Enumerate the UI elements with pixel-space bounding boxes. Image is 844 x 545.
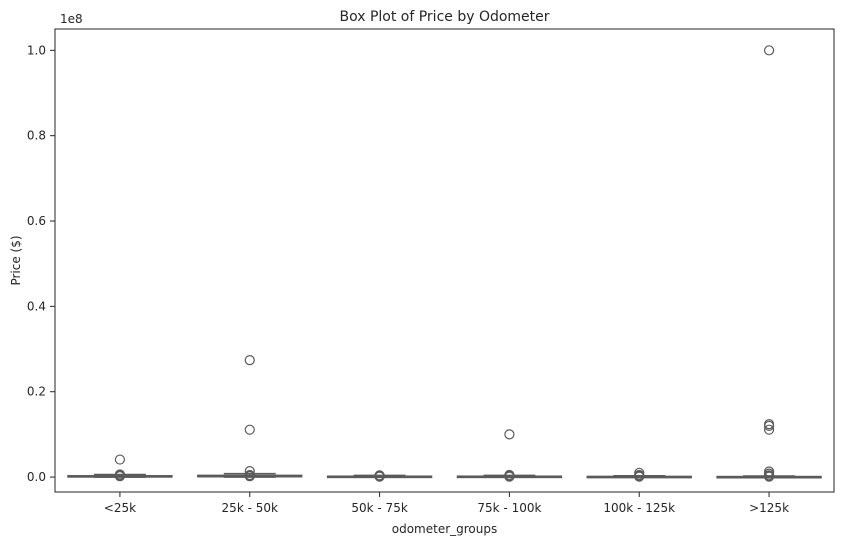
box-group: [326, 470, 433, 482]
y-axis-ticks: 0.0 0.2 0.4 0.6 0.8 1.0: [27, 43, 55, 484]
y-offset-label: 1e8: [60, 12, 83, 26]
y-tick-label: 0.0: [27, 470, 46, 484]
outlier-point: [114, 471, 126, 482]
x-axis-ticks: <25k 25k - 50k 50k - 75k 75k - 100k 100k - 1…: [104, 492, 789, 515]
outlier-point: [763, 45, 775, 56]
outlier-point: [634, 471, 645, 482]
x-tick-label: 25k - 50k: [222, 501, 278, 515]
outlier-point: [244, 355, 255, 366]
outlier-point: [244, 471, 255, 482]
outlier-point: [374, 471, 385, 482]
y-tick-label: 0.2: [27, 385, 46, 399]
box-series: [67, 45, 822, 482]
y-tick-label: 0.4: [27, 299, 46, 313]
x-tick-label: <25k: [104, 501, 136, 515]
y-tick-label: 0.6: [27, 214, 46, 228]
box-group: [456, 429, 563, 482]
box-group: [197, 355, 303, 482]
outlier-point: [244, 424, 255, 435]
box-group: [586, 467, 692, 482]
outlier-point: [244, 465, 255, 477]
y-tick-label: 1.0: [27, 43, 46, 57]
x-tick-label: 100k - 125k: [603, 501, 675, 515]
outlier-point: [504, 429, 515, 440]
y-axis-label: Price ($): [9, 235, 23, 285]
outlier-point: [763, 471, 775, 482]
outlier-point: [504, 471, 515, 482]
x-axis-label: odometer_groups: [392, 522, 498, 536]
outlier-point: [763, 424, 775, 435]
y-tick-label: 0.8: [27, 129, 46, 143]
x-tick-label: 50k - 75k: [351, 501, 407, 515]
chart-title: Box Plot of Price by Odometer: [339, 9, 549, 25]
outlier-point: [763, 420, 775, 431]
x-tick-label: >125k: [749, 501, 789, 515]
x-tick-label: 75k - 100k: [477, 501, 541, 515]
plot-frame: [54, 28, 835, 493]
box-group: [716, 45, 822, 482]
outlier-point: [114, 454, 126, 465]
box-group: [67, 454, 173, 482]
